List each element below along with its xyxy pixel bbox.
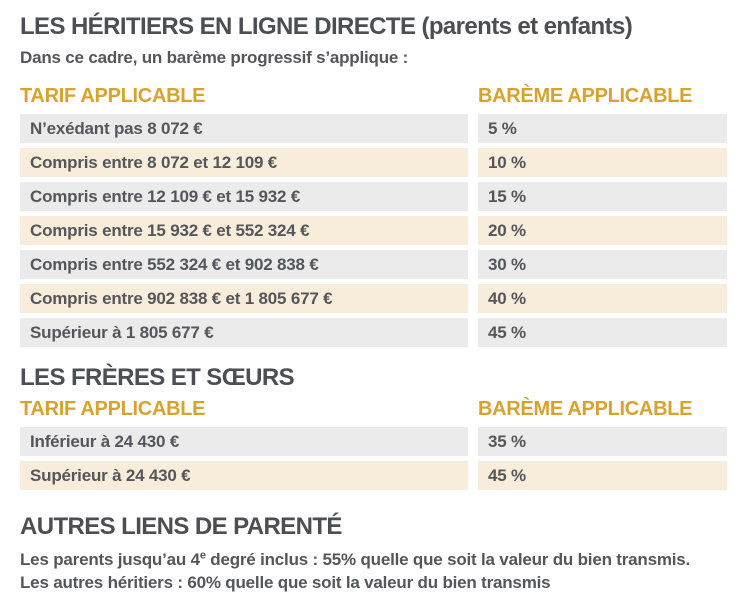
- table-row: Compris entre 552 324 € et 902 838 € 30 …: [20, 250, 727, 279]
- tarif-cell: Supérieur à 24 430 €: [20, 461, 468, 490]
- section-title-other-relatives: AUTRES LIENS DE PARENTÉ: [20, 513, 342, 540]
- table-row: N’exédant pas 8 072 € 5 %: [20, 114, 727, 143]
- table-row: Compris entre 12 109 € et 15 932 € 15 %: [20, 182, 727, 211]
- table-row: Compris entre 15 932 € et 552 324 € 20 %: [20, 216, 727, 245]
- note-line-parents: Les parents jusqu’au 4e degré inclus : 5…: [20, 548, 727, 571]
- section-siblings: LES FRÈRES ET SŒURS TARIF APPLICABLE BAR…: [20, 363, 727, 490]
- section-subtitle: Dans ce cadre, un barème progressif s’ap…: [20, 48, 409, 67]
- table-row: Compris entre 8 072 et 12 109 € 10 %: [20, 148, 727, 177]
- column-headers: TARIF APPLICABLE BARÈME APPLICABLE: [20, 398, 727, 420]
- section-title-direct-heirs: LES HÉRITIERS EN LIGNE DIRECTE (parents …: [20, 13, 633, 40]
- section-title-siblings: LES FRÈRES ET SŒURS: [20, 364, 295, 391]
- degree-superscript: e: [199, 549, 206, 562]
- tarif-cell: Inférieur à 24 430 €: [20, 427, 468, 456]
- tarif-cell: Compris entre 12 109 € et 15 932 €: [20, 182, 468, 211]
- column-header-tarif: TARIF APPLICABLE: [20, 398, 206, 420]
- section-direct-heirs: LES HÉRITIERS EN LIGNE DIRECTE (parents …: [20, 12, 727, 347]
- column-header-tarif: TARIF APPLICABLE: [20, 85, 206, 107]
- tarif-cell: Compris entre 8 072 et 12 109 €: [20, 148, 468, 177]
- table-row: Compris entre 902 838 € et 1 805 677 € 4…: [20, 284, 727, 313]
- bareme-cell: 30 %: [478, 250, 727, 279]
- direct-heirs-table: N’exédant pas 8 072 € 5 % Compris entre …: [20, 114, 727, 347]
- bareme-cell: 20 %: [478, 216, 727, 245]
- column-header-bareme: BARÈME APPLICABLE: [478, 398, 693, 420]
- bareme-cell: 35 %: [478, 427, 727, 456]
- table-row: Supérieur à 24 430 € 45 %: [20, 461, 727, 490]
- column-header-bareme: BARÈME APPLICABLE: [478, 85, 693, 107]
- section-other-relatives: AUTRES LIENS DE PARENTÉ Les parents jusq…: [20, 512, 727, 594]
- table-row: Supérieur à 1 805 677 € 45 %: [20, 318, 727, 347]
- tarif-cell: Compris entre 902 838 € et 1 805 677 €: [20, 284, 468, 313]
- tarif-cell: Compris entre 552 324 € et 902 838 €: [20, 250, 468, 279]
- note-line-parents-text: Les parents jusqu’au 4: [20, 550, 200, 569]
- other-relatives-notes: Les parents jusqu’au 4e degré inclus : 5…: [20, 548, 727, 594]
- note-line-others: Les autres héritiers : 60% quelle que so…: [20, 573, 551, 592]
- bareme-cell: 45 %: [478, 318, 727, 347]
- column-headers: TARIF APPLICABLE BARÈME APPLICABLE: [20, 85, 727, 107]
- bareme-cell: 40 %: [478, 284, 727, 313]
- siblings-table: Inférieur à 24 430 € 35 % Supérieur à 24…: [20, 427, 727, 490]
- tarif-cell: Compris entre 15 932 € et 552 324 €: [20, 216, 468, 245]
- table-row: Inférieur à 24 430 € 35 %: [20, 427, 727, 456]
- note-line-parents-text: degré inclus : 55% quelle que soit la va…: [205, 550, 691, 569]
- tarif-cell: Supérieur à 1 805 677 €: [20, 318, 468, 347]
- bareme-cell: 5 %: [478, 114, 727, 143]
- bareme-cell: 10 %: [478, 148, 727, 177]
- bareme-cell: 15 %: [478, 182, 727, 211]
- bareme-cell: 45 %: [478, 461, 727, 490]
- tarif-cell: N’exédant pas 8 072 €: [20, 114, 468, 143]
